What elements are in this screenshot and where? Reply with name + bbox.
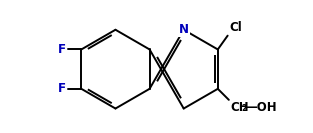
Text: F: F xyxy=(58,43,66,56)
Text: 2: 2 xyxy=(241,104,247,113)
Text: CH: CH xyxy=(230,101,249,114)
Text: —OH: —OH xyxy=(245,101,277,114)
Text: Cl: Cl xyxy=(229,21,242,34)
Text: N: N xyxy=(179,23,189,36)
Text: F: F xyxy=(58,82,66,95)
